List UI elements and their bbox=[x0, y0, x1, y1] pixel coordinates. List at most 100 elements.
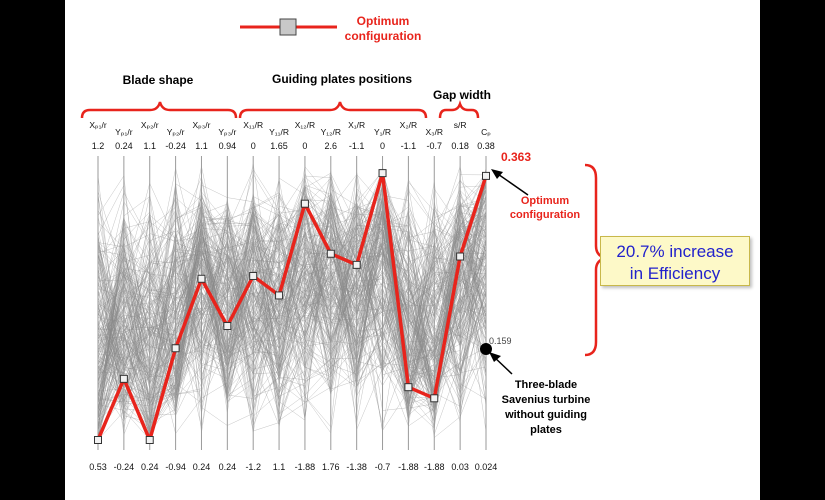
optimum-point bbox=[456, 252, 465, 261]
axis-bottom-value: -0.94 bbox=[165, 462, 186, 472]
background-line bbox=[97, 233, 487, 404]
axis-top-value: -0.7 bbox=[427, 141, 443, 151]
optimum-line bbox=[96, 171, 488, 442]
brace-guiding-plates bbox=[238, 101, 428, 119]
background-line bbox=[97, 203, 487, 409]
baseline-value-label: 0.159 bbox=[489, 336, 512, 346]
optimum-annotation-line2: configuration bbox=[510, 209, 581, 221]
background-line bbox=[97, 195, 487, 431]
axis-label: Xₚ₃/r bbox=[192, 120, 210, 130]
legend-label-line2: configuration bbox=[345, 29, 422, 43]
optimum-point bbox=[430, 394, 439, 403]
legend-label-line1: Optimum bbox=[357, 14, 410, 28]
axis-top-value: 0.94 bbox=[219, 141, 237, 151]
background-lines bbox=[97, 163, 487, 441]
optimum-point bbox=[249, 271, 258, 280]
axis-bottom-value: -1.38 bbox=[346, 462, 367, 472]
background-line bbox=[97, 193, 487, 401]
optimum-point bbox=[223, 322, 232, 331]
optimum-point bbox=[275, 291, 284, 300]
background-line bbox=[97, 187, 487, 422]
axes bbox=[97, 156, 487, 450]
axis-top-value: 1.2 bbox=[92, 141, 105, 151]
background-line bbox=[97, 179, 487, 435]
axis-label: s/R bbox=[454, 120, 467, 130]
background-line bbox=[97, 213, 487, 436]
axis-bottom-value: 1.76 bbox=[322, 462, 340, 472]
optimum-value-label: 0.363 bbox=[501, 150, 531, 164]
axis-bottom-value: -1.88 bbox=[398, 462, 419, 472]
background-line bbox=[97, 167, 487, 409]
efficiency-line1: 20.7% increase bbox=[616, 242, 734, 261]
optimum-point bbox=[94, 436, 102, 444]
background-line bbox=[97, 217, 487, 428]
group-label-gap-width: Gap width bbox=[433, 88, 491, 102]
axis-top-values: 1.2 0.24 1.1 -0.24 1.1 0.94 0 1.65 0 2.6 -1.1 0 -1.1… bbox=[92, 141, 495, 151]
axis-bottom-value: -0.7 bbox=[375, 462, 391, 472]
axis-top-value: 0.24 bbox=[115, 141, 133, 151]
background-line bbox=[97, 199, 487, 424]
optimum-point bbox=[404, 383, 413, 392]
baseline-annotation-line4: plates bbox=[530, 424, 562, 436]
background-line bbox=[97, 202, 487, 417]
axis-top-value: 1.1 bbox=[195, 141, 208, 151]
optimum-point bbox=[119, 374, 128, 383]
axis-label: X₁₁/R bbox=[243, 120, 263, 130]
optimum-point bbox=[300, 199, 309, 208]
background-line bbox=[97, 211, 487, 401]
optimum-point bbox=[197, 274, 206, 283]
axis-bottom-value: 0.24 bbox=[219, 462, 237, 472]
efficiency-line2: in Efficiency bbox=[629, 264, 721, 283]
axis-label: Y₁/R bbox=[374, 127, 391, 137]
axis-label: Xₚ₁/r bbox=[89, 120, 107, 130]
axis-label: Yₚ₃/r bbox=[218, 127, 236, 137]
background-line bbox=[97, 175, 487, 428]
optimum-series bbox=[94, 169, 490, 444]
background-line bbox=[97, 195, 487, 408]
axis-bottom-value: 0.24 bbox=[141, 462, 159, 472]
axis-label: Yₚ₂/r bbox=[167, 127, 185, 137]
optimum-point bbox=[352, 260, 361, 269]
axis-bottom-values: 0.53 -0.24 0.24 -0.94 0.24 0.24 -1.2 1.1 -1.88 1.… bbox=[89, 462, 497, 472]
background-line bbox=[97, 210, 487, 399]
axis-bottom-value: 0.53 bbox=[89, 462, 107, 472]
group-labels: Blade shape Guiding plates positions Gap… bbox=[80, 72, 491, 119]
background-line bbox=[97, 207, 487, 403]
background-line bbox=[97, 191, 487, 412]
background-line bbox=[97, 192, 487, 401]
axis-top-value: 0 bbox=[380, 141, 385, 151]
baseline-annotation-line2: Savenius turbine bbox=[502, 394, 591, 406]
baseline-annotation-arrowhead bbox=[489, 352, 501, 362]
optimum-point bbox=[326, 249, 335, 258]
axis-top-value: -0.24 bbox=[165, 141, 186, 151]
axis-label: Y₁₂/R bbox=[321, 127, 341, 137]
optimum-annotation-arrowhead bbox=[491, 169, 503, 179]
axis-label: X₁₂/R bbox=[295, 120, 315, 130]
background-line bbox=[97, 198, 487, 391]
background-line bbox=[97, 217, 487, 430]
background-line bbox=[97, 166, 487, 436]
axis-label: Yₚ₁/r bbox=[115, 127, 133, 137]
axis-top-value: 1.1 bbox=[143, 141, 156, 151]
axis-top-value: -1.1 bbox=[401, 141, 417, 151]
axis-label: Xₚ₂/r bbox=[141, 120, 159, 130]
axis-labels: Xₚ₁/r Yₚ₁/r Xₚ₂/r Yₚ₂/r Xₚ₃/r Yₚ₃/r X₁₁/R Y₁₁/R… bbox=[89, 120, 491, 137]
axis-label: X₁/R bbox=[348, 120, 365, 130]
axis-bottom-value: -0.24 bbox=[114, 462, 135, 472]
baseline-annotation-line1: Three-blade bbox=[515, 379, 577, 391]
axis-top-value: 0 bbox=[302, 141, 307, 151]
optimum-point bbox=[378, 169, 387, 178]
background-line bbox=[97, 196, 487, 422]
axis-label: Y₁₁/R bbox=[269, 127, 289, 137]
background-line bbox=[97, 185, 487, 412]
background-line bbox=[97, 202, 487, 376]
background-line bbox=[97, 204, 487, 416]
legend: Optimum configuration bbox=[240, 14, 421, 43]
axis-top-value: 0 bbox=[251, 141, 256, 151]
annotations: 0.363 Optimum configuration 0.159 Three-… bbox=[480, 150, 607, 436]
background-line bbox=[97, 173, 487, 424]
optimum-point bbox=[171, 344, 180, 353]
optimum-point bbox=[482, 171, 490, 180]
